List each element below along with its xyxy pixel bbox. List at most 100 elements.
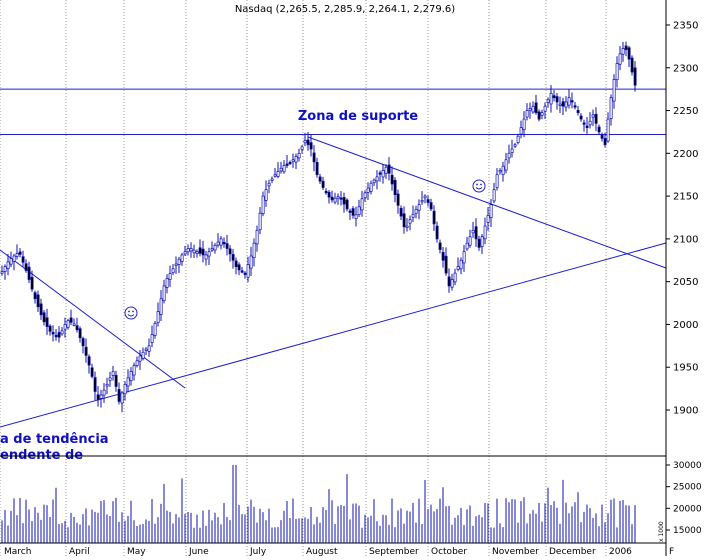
candle-body xyxy=(303,140,307,144)
candle-body xyxy=(489,204,493,219)
candle-body xyxy=(252,242,256,259)
candle-body xyxy=(408,219,412,224)
month-label: September xyxy=(369,547,419,556)
candle-body xyxy=(216,241,220,246)
candle-body xyxy=(369,182,373,192)
candle-body xyxy=(459,259,463,270)
candle-body xyxy=(480,236,484,247)
candles xyxy=(0,41,637,413)
candle-body xyxy=(186,248,190,253)
candle-body xyxy=(174,263,178,266)
candle-body xyxy=(237,264,241,271)
candle-body xyxy=(285,163,289,166)
candle-body xyxy=(297,152,301,159)
candle-body xyxy=(240,270,244,273)
price-tick-label: 1950 xyxy=(673,363,698,374)
candle-body xyxy=(420,200,424,203)
candle-body xyxy=(129,371,133,382)
price-tick-label: 2200 xyxy=(673,149,698,160)
month-label: July xyxy=(249,547,267,556)
candle-body xyxy=(405,225,409,228)
candle-body xyxy=(432,210,436,225)
candle-body xyxy=(612,79,616,102)
candle-body xyxy=(576,110,580,114)
month-label: November xyxy=(492,547,539,556)
candle-body xyxy=(483,225,487,240)
candle-body xyxy=(582,122,586,125)
candle-body xyxy=(330,196,334,201)
candle-body xyxy=(318,176,322,182)
support-lines xyxy=(0,88,666,135)
candle-body xyxy=(177,258,181,265)
candle-body xyxy=(198,247,202,254)
candle-body xyxy=(243,272,247,275)
candle-body xyxy=(48,325,52,332)
candle-body xyxy=(603,137,607,146)
candle-body xyxy=(492,189,496,202)
candle-body xyxy=(306,139,310,146)
candle-body xyxy=(594,113,598,124)
candle-body xyxy=(324,190,328,194)
candle-body xyxy=(609,97,613,119)
candle-body xyxy=(246,264,250,278)
candle-body xyxy=(504,159,508,171)
candle-body xyxy=(348,210,352,213)
candle-body xyxy=(102,389,106,396)
candle-body xyxy=(447,276,451,287)
candle-body xyxy=(168,273,172,280)
volume-tick-label: 25000 xyxy=(673,483,702,493)
candle-body xyxy=(0,271,4,274)
price-tick-label: 2150 xyxy=(673,192,698,203)
candle-body xyxy=(543,105,547,112)
candle-body xyxy=(165,278,169,288)
candle-body xyxy=(147,345,151,352)
candle-body xyxy=(270,178,274,181)
candle-body xyxy=(606,118,610,142)
candle-body xyxy=(555,96,559,103)
candle-body xyxy=(300,146,304,150)
candle-body xyxy=(33,292,37,300)
month-label: April xyxy=(69,547,90,556)
candle-body xyxy=(624,45,628,50)
candle-body xyxy=(588,120,592,126)
candle-body xyxy=(363,192,367,199)
price-tick-label: 2100 xyxy=(673,234,698,245)
candle-body xyxy=(468,236,472,246)
candle-body xyxy=(456,266,460,270)
candle-body xyxy=(255,229,259,245)
candle-body xyxy=(12,255,16,262)
candle-body xyxy=(558,103,562,106)
candle-body xyxy=(552,95,556,99)
candle-body xyxy=(444,255,448,274)
candle-body xyxy=(312,152,316,163)
candle-body xyxy=(144,348,148,351)
candle-body xyxy=(585,125,589,129)
candle-body xyxy=(525,110,529,118)
early-downtrend-line xyxy=(0,249,186,389)
candle-body xyxy=(201,248,205,256)
candle-body xyxy=(204,254,208,260)
candle-body xyxy=(234,260,238,268)
candle-body xyxy=(450,279,454,288)
candle-body xyxy=(486,215,490,223)
candle-body xyxy=(357,206,361,215)
downtrend-line xyxy=(307,136,667,269)
candle-body xyxy=(135,360,139,366)
volume-unit-label: x 1000 xyxy=(658,521,665,542)
candle-body xyxy=(534,102,538,114)
candle-body xyxy=(15,253,19,257)
candle-body xyxy=(231,254,235,261)
candle-body xyxy=(564,101,568,108)
candle-body xyxy=(498,170,502,173)
candle-body xyxy=(105,383,109,387)
candle-body xyxy=(441,251,445,261)
candle-body xyxy=(60,330,64,335)
candle-body xyxy=(36,294,40,308)
candle-body xyxy=(579,115,583,120)
candle-body xyxy=(159,298,163,315)
candle-body xyxy=(117,389,121,402)
candle-body xyxy=(573,105,577,108)
candle-body xyxy=(321,180,325,188)
candle-body xyxy=(339,197,343,200)
